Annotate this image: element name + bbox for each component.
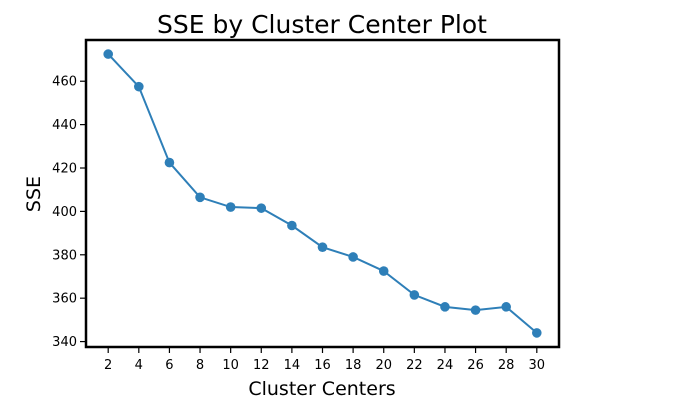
x-axis-label: Cluster Centers [248, 378, 395, 400]
data-point [470, 305, 481, 315]
y-tick-label: 340 [52, 335, 77, 350]
data-point [134, 81, 144, 92]
chart-title: SSE by Cluster Center Plot [157, 10, 487, 39]
x-tick-label: 10 [222, 358, 239, 373]
y-tick-label: 360 [52, 292, 77, 307]
x-tick-label: 28 [498, 358, 515, 373]
y-axis: 340 360 380 400 420 440 460 [52, 75, 86, 350]
x-tick-label: 22 [406, 358, 423, 373]
series-line [107, 53, 538, 334]
data-point [195, 192, 205, 203]
x-tick-label: 12 [253, 358, 270, 373]
x-tick-label: 18 [345, 358, 362, 373]
data-point [378, 266, 389, 276]
y-tick-label: 420 [52, 162, 77, 177]
y-axis-label: SSE [23, 176, 45, 212]
x-tick-label: 24 [437, 358, 454, 373]
y-tick-label: 380 [52, 248, 77, 263]
data-point [440, 302, 450, 312]
data-point [103, 49, 113, 59]
x-tick-label: 16 [314, 358, 331, 373]
data-point [348, 252, 358, 262]
data-point [256, 203, 267, 213]
data-point [164, 157, 175, 168]
data-point [501, 302, 511, 312]
x-tick-label: 2 [104, 358, 112, 373]
y-tick-label: 400 [52, 205, 77, 220]
data-point [287, 220, 297, 231]
x-tick-label: 26 [467, 358, 484, 373]
x-tick-label: 6 [165, 358, 173, 373]
x-tick-label: 30 [529, 358, 546, 373]
y-tick-label: 460 [52, 75, 77, 90]
x-tick-label: 8 [196, 358, 204, 373]
x-tick-label: 14 [284, 358, 301, 373]
data-point [409, 290, 420, 300]
data-point [317, 242, 328, 252]
x-axis: 2 4 6 8 10 12 14 16 18 20 22 24 26 28 30 [104, 347, 545, 373]
plot-frame [84, 38, 561, 349]
data-point [532, 328, 542, 338]
y-tick-label: 440 [52, 118, 77, 133]
x-tick-label: 4 [135, 358, 143, 373]
data-point [225, 202, 236, 212]
x-tick-label: 20 [375, 358, 392, 373]
series-points [103, 49, 542, 338]
